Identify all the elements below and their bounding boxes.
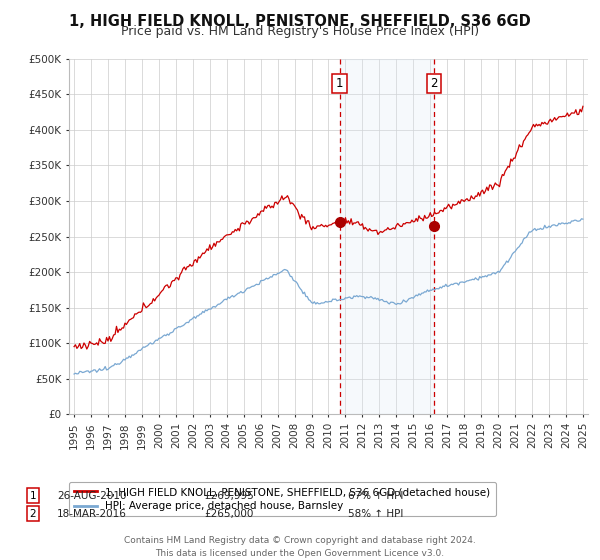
Text: Contains HM Land Registry data © Crown copyright and database right 2024.: Contains HM Land Registry data © Crown c… [124, 536, 476, 545]
Legend: 1, HIGH FIELD KNOLL, PENISTONE, SHEFFIELD, S36 6GD (detached house), HPI: Averag: 1, HIGH FIELD KNOLL, PENISTONE, SHEFFIEL… [69, 482, 496, 516]
Text: 67% ↑ HPI: 67% ↑ HPI [348, 491, 403, 501]
Text: £269,995: £269,995 [204, 491, 254, 501]
Text: 58% ↑ HPI: 58% ↑ HPI [348, 508, 403, 519]
Text: 1: 1 [29, 491, 37, 501]
Text: 26-AUG-2010: 26-AUG-2010 [57, 491, 127, 501]
Text: 2: 2 [430, 77, 437, 90]
Text: 18-MAR-2016: 18-MAR-2016 [57, 508, 127, 519]
Text: 2: 2 [29, 508, 37, 519]
Text: This data is licensed under the Open Government Licence v3.0.: This data is licensed under the Open Gov… [155, 549, 445, 558]
Text: £265,000: £265,000 [204, 508, 253, 519]
Text: 1, HIGH FIELD KNOLL, PENISTONE, SHEFFIELD, S36 6GD: 1, HIGH FIELD KNOLL, PENISTONE, SHEFFIEL… [69, 14, 531, 29]
Text: Price paid vs. HM Land Registry's House Price Index (HPI): Price paid vs. HM Land Registry's House … [121, 25, 479, 38]
Bar [340, 59, 434, 414]
Text: 1: 1 [336, 77, 343, 90]
